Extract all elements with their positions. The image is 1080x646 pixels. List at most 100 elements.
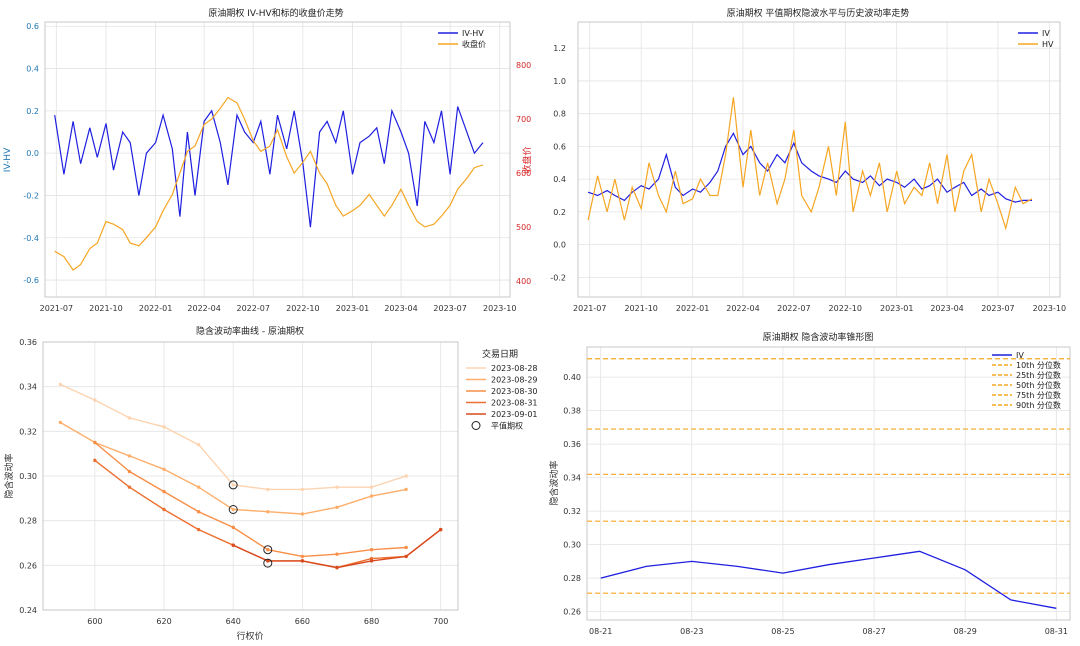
chart1-ytick-left: 0.0 [26, 149, 39, 158]
chart3-legend-label: 2023-09-01 [491, 410, 538, 419]
chart3-ytick: 0.36 [19, 338, 37, 347]
chart1-xtick: 2022-04 [187, 304, 220, 313]
chart4-xtick: 08-27 [862, 627, 885, 636]
chart3-point [93, 398, 97, 402]
chart1-ytick-left: -0.6 [23, 276, 39, 285]
chart2-frame [577, 21, 1061, 298]
chart2-xtick: 2023-10 [1033, 304, 1066, 313]
chart2-ytick: -0.2 [550, 273, 566, 282]
chart2-ytick: 1.0 [553, 77, 566, 86]
chart2-legend-label: IV [1042, 29, 1050, 38]
chart3-legend-label: 2023-08-28 [491, 364, 538, 373]
chart3-point [231, 483, 235, 487]
chart3-ytick: 0.28 [19, 517, 37, 526]
chart1-frame [44, 21, 511, 298]
chart3-point [300, 512, 305, 516]
chart3-xtick: 700 [433, 617, 448, 626]
chart1-title: 原油期权 IV-HV和标的收盘价走势 [208, 7, 343, 19]
chart3-point [335, 565, 339, 570]
chart1-ytick-right: 600 [516, 169, 531, 178]
chart4-legend-label: 25th 分位数 [1016, 370, 1061, 380]
atm-iv-hv-chart: 原油期权 平值期权隐波水平与历史波动率走势 2021-07 2021-10 2022… [550, 7, 1066, 313]
chart3-xtick: 680 [364, 617, 379, 626]
chart4-legend-label: IV [1016, 351, 1024, 360]
chart4-frame [586, 346, 1071, 621]
chart1-ytick-left: 0.2 [26, 107, 39, 116]
chart1-xtick: 2021-10 [89, 304, 122, 313]
chart3-ytick: 0.34 [19, 383, 37, 392]
chart3-point [127, 485, 132, 489]
chart3-series-line [94, 459, 442, 569]
chart1-ytick-right: 700 [516, 115, 531, 124]
chart1-xtick: 2022-07 [237, 304, 270, 313]
chart3-point [196, 485, 201, 489]
iv-cone-chart: 原油期权 隐含波动率锥形图 隐含波动率 08-21 08-23 08-25 08-27… [548, 331, 1071, 636]
chart3-point [300, 487, 305, 492]
chart4-ytick: 0.28 [563, 574, 581, 583]
chart1-xtick: 2022-01 [139, 304, 172, 313]
chart1-ytick-left: -0.2 [23, 191, 39, 200]
chart1-ytick-right: 800 [516, 61, 531, 70]
chart1-series-line [54, 106, 484, 228]
chart1-legend-label: 收盘价 [462, 39, 486, 49]
chart2-legend-label: HV [1042, 40, 1054, 49]
chart2-ytick: 0.2 [553, 208, 566, 217]
chart3-point [162, 425, 166, 429]
chart3-xtick: 620 [156, 617, 171, 626]
chart2-xtick: 2022-01 [676, 304, 709, 313]
chart1-xtick: 2021-07 [40, 304, 73, 313]
chart3-point [404, 554, 408, 559]
chart3-point [162, 489, 166, 494]
chart3-xtick: 600 [87, 617, 102, 626]
chart4-iv-line [600, 550, 1057, 609]
chart3-ytick: 0.32 [19, 427, 37, 436]
chart3-point [266, 548, 270, 552]
chart3-point [335, 485, 339, 489]
chart2-ytick: 0.6 [553, 142, 566, 151]
chart4-xtick: 08-31 [1045, 627, 1068, 636]
chart3-xtick: 640 [226, 617, 241, 626]
iv-smile-chart: 隐含波动率曲线 - 原油期权 行权价 隐含波动率 600 620 640 660 680… [3, 325, 538, 642]
chart3-frame [42, 341, 459, 611]
chart2-ytick: 0.8 [553, 110, 566, 119]
chart1-xtick: 2023-04 [384, 304, 417, 313]
chart3-point [58, 382, 62, 387]
chart2-xtick: 2022-07 [777, 304, 810, 313]
chart3-series-line [94, 441, 407, 558]
chart3-point [300, 554, 305, 559]
chart3-atm-marker [228, 505, 238, 514]
chart3-point [196, 443, 201, 447]
chart3-ylabel: 隐含波动率 [3, 453, 15, 498]
chart3-point [266, 510, 270, 514]
chart2-xtick: 2023-07 [981, 304, 1014, 313]
chart2-xtick: 2023-04 [930, 304, 963, 313]
chart3-point [231, 525, 235, 530]
chart3-point [231, 543, 235, 547]
chart3-atm-marker [263, 545, 273, 555]
chart4-ytick: 0.36 [563, 440, 581, 449]
chart3-legend-label: 2023-08-30 [491, 387, 538, 396]
chart2-series-line [587, 132, 1032, 203]
chart1-xtick: 2023-10 [483, 304, 516, 313]
chart3-legend-atm-label: 平值期权 [491, 421, 523, 431]
chart1-ytick-right: 400 [516, 277, 531, 286]
chart1-ytick-left: 0.4 [26, 65, 39, 74]
chart3-point [162, 507, 166, 512]
chart2-xtick: 2022-10 [829, 304, 862, 313]
chart3-point [231, 507, 235, 512]
chart2-xtick: 2022-04 [726, 304, 759, 313]
chart3-atm-marker [263, 558, 273, 568]
chart1-legend-label: IV-HV [462, 29, 484, 38]
chart3-point [369, 494, 374, 498]
chart3-point [266, 487, 270, 492]
chart2-xtick: 2023-01 [880, 304, 913, 313]
chart4-legend-label: 90th 分位数 [1016, 400, 1061, 410]
chart4-ylabel: 隐含波动率 [548, 460, 560, 505]
chart4-ytick: 0.30 [563, 541, 581, 550]
chart3-point [439, 527, 443, 532]
chart1-xtick: 2023-01 [336, 304, 369, 313]
chart3-point [196, 527, 201, 532]
chart1-ytick-left: 0.6 [26, 22, 39, 31]
chart3-point [93, 458, 97, 463]
